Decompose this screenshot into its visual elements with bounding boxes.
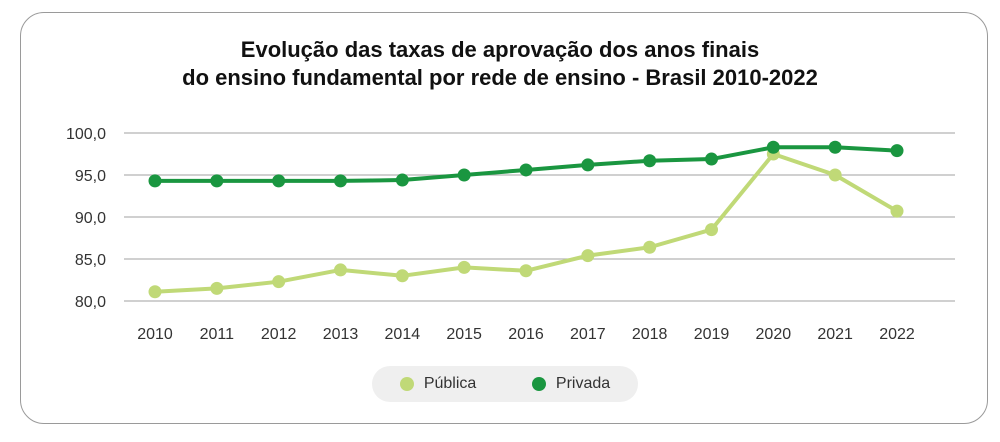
legend-marker-privada <box>531 377 546 391</box>
data-point-privada <box>148 174 162 188</box>
legend-item-publica: Pública <box>399 375 477 393</box>
data-point-publica <box>519 264 533 278</box>
data-point-privada <box>272 174 286 188</box>
x-tick-label: 2015 <box>446 326 482 343</box>
data-point-publica <box>643 240 657 254</box>
title-line-2: do ensino fundamental por rede de ensino… <box>182 65 818 90</box>
data-point-privada <box>334 174 347 188</box>
data-point-privada <box>705 152 718 166</box>
data-point-privada <box>395 173 409 187</box>
data-point-publica <box>272 275 286 289</box>
data-point-publica <box>457 260 471 274</box>
chart-card <box>20 12 988 424</box>
y-tick-label: 100,0 <box>66 126 106 143</box>
x-tick-label: 2019 <box>694 326 730 343</box>
legend-label-publica: Pública <box>423 375 477 392</box>
x-tick-label: 2011 <box>200 326 235 343</box>
data-point-privada <box>828 140 842 154</box>
x-tick-label: 2020 <box>756 326 792 343</box>
data-point-privada <box>210 174 224 188</box>
x-tick-label: 2016 <box>508 326 544 343</box>
x-tick-label: 2021 <box>817 326 853 343</box>
data-point-publica <box>890 204 904 218</box>
legend-marker-publica <box>399 377 414 391</box>
data-point-publica <box>581 249 595 263</box>
data-point-privada <box>457 168 471 182</box>
data-point-publica <box>210 281 224 295</box>
data-point-privada <box>519 163 533 177</box>
x-tick-label: 2022 <box>879 326 915 343</box>
x-tick-label: 2014 <box>385 326 421 343</box>
data-point-publica <box>705 223 718 237</box>
x-tick-label: 2010 <box>137 326 173 343</box>
y-tick-label: 90,0 <box>75 210 106 227</box>
y-tick-label: 95,0 <box>75 168 106 185</box>
x-tick-label: 2017 <box>570 326 606 343</box>
data-point-publica <box>395 269 409 283</box>
x-tick-label: 2018 <box>632 326 668 343</box>
legend: Pública Privada <box>372 366 638 402</box>
legend-item-privada: Privada <box>531 375 611 393</box>
data-point-publica <box>334 263 347 277</box>
x-tick-label: 2012 <box>261 326 297 343</box>
chart-title: Evolução das taxas de aprovação dos anos… <box>0 36 1000 92</box>
y-tick-label: 80,0 <box>75 294 106 311</box>
data-point-privada <box>890 144 904 158</box>
data-point-privada <box>581 158 595 172</box>
y-tick-label: 85,0 <box>75 252 106 269</box>
data-point-publica <box>828 168 842 182</box>
x-tick-label: 2013 <box>323 326 359 343</box>
title-line-1: Evolução das taxas de aprovação dos anos… <box>240 37 760 62</box>
data-point-publica <box>148 285 162 299</box>
legend-label-privada: Privada <box>555 375 611 392</box>
data-point-privada <box>766 140 780 154</box>
data-point-privada <box>643 154 657 168</box>
